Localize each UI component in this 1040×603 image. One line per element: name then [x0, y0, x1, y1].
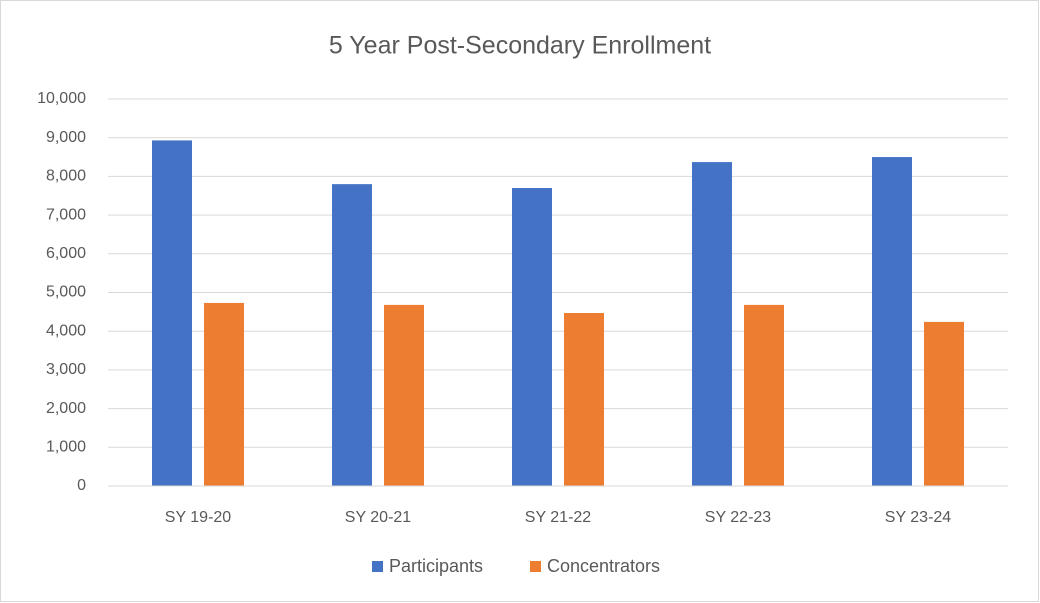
chart-title: 5 Year Post-Secondary Enrollment — [329, 32, 711, 60]
bar — [512, 188, 552, 486]
legend-label: Participants — [389, 556, 483, 576]
bar — [204, 302, 244, 486]
y-tick-label: 5,000 — [46, 284, 86, 301]
bar — [564, 313, 604, 486]
legend-swatch — [530, 561, 541, 572]
legend-label: Concentrators — [547, 556, 660, 576]
y-tick-label: 4,000 — [46, 322, 86, 339]
y-tick-label: 6,000 — [46, 245, 86, 262]
x-tick-label: SY 22-23 — [705, 509, 772, 526]
bar — [872, 157, 912, 487]
bar — [152, 140, 192, 486]
bar — [744, 304, 784, 486]
bar — [384, 304, 424, 486]
legend-swatch — [372, 561, 383, 572]
y-tick-label: 7,000 — [46, 206, 86, 223]
bar — [332, 184, 372, 486]
x-tick-label: SY 23-24 — [885, 509, 952, 526]
x-tick-label: SY 21-22 — [525, 509, 592, 526]
y-tick-label: 3,000 — [46, 361, 86, 378]
y-tick-label: 0 — [77, 477, 86, 494]
y-tick-label: 1,000 — [46, 439, 86, 456]
y-tick-label: 8,000 — [46, 168, 86, 185]
bar — [692, 162, 732, 486]
y-tick-label: 9,000 — [46, 129, 86, 146]
y-tick-label: 2,000 — [46, 400, 86, 417]
x-tick-label: SY 19-20 — [165, 509, 232, 526]
bar — [924, 321, 964, 486]
y-tick-label: 10,000 — [37, 90, 86, 107]
x-tick-label: SY 20-21 — [345, 509, 412, 526]
